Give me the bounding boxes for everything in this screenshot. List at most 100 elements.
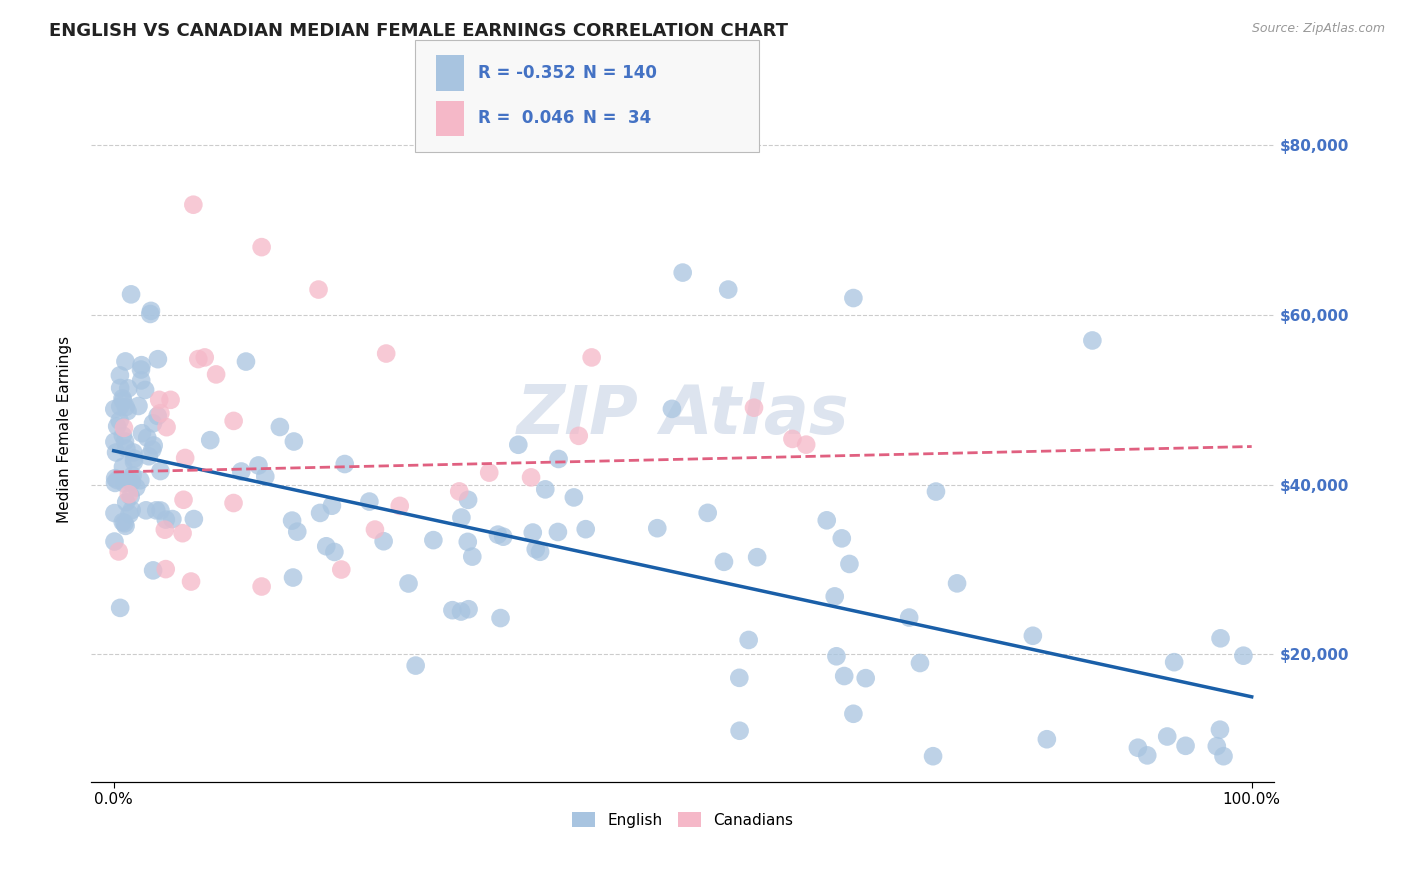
Point: [508, 438, 530, 452]
Legend: English, Canadians: English, Canadians: [567, 805, 799, 834]
Point: [111, 392, 134, 406]
Point: [562, 491, 585, 505]
Point: [713, 555, 735, 569]
Point: [200, 433, 222, 447]
Point: [134, 383, 156, 397]
Point: [122, 451, 145, 466]
Point: [323, 545, 346, 559]
Point: [129, 373, 152, 387]
Point: [125, 480, 148, 494]
Point: [281, 514, 304, 528]
Point: [107, 544, 129, 558]
Point: [153, 523, 176, 537]
Point: [832, 669, 855, 683]
Point: [581, 351, 603, 365]
Point: [155, 562, 177, 576]
Point: [247, 458, 270, 473]
Point: [1212, 749, 1234, 764]
Point: [108, 368, 131, 383]
Point: [108, 381, 131, 395]
Point: [742, 401, 765, 415]
Point: [450, 510, 472, 524]
Point: [696, 506, 718, 520]
Point: [104, 475, 127, 490]
Point: [333, 457, 356, 471]
Point: [173, 492, 195, 507]
Point: [1156, 730, 1178, 744]
Point: [159, 392, 181, 407]
Point: [115, 442, 138, 456]
Point: [129, 362, 152, 376]
Point: [315, 539, 337, 553]
Point: [946, 576, 969, 591]
Point: [388, 499, 411, 513]
Point: [661, 401, 683, 416]
Point: [281, 570, 304, 584]
Point: [103, 434, 125, 449]
Point: [398, 576, 420, 591]
Point: [492, 530, 515, 544]
Point: [136, 431, 159, 445]
Point: [728, 723, 751, 738]
Point: [321, 499, 343, 513]
Point: [250, 580, 273, 594]
Point: [105, 445, 128, 459]
Point: [149, 503, 172, 517]
Point: [422, 533, 444, 548]
Point: [155, 512, 177, 526]
Point: [575, 522, 598, 536]
Point: [1209, 723, 1232, 737]
Y-axis label: Median Female Earnings: Median Female Earnings: [58, 336, 72, 523]
Point: [825, 649, 848, 664]
Point: [717, 283, 740, 297]
Point: [117, 381, 139, 395]
Point: [235, 354, 257, 368]
Point: [114, 516, 136, 531]
Point: [108, 414, 131, 428]
Point: [522, 525, 544, 540]
Point: [520, 470, 543, 484]
Point: [114, 354, 136, 368]
Point: [104, 471, 127, 485]
Point: [1174, 739, 1197, 753]
Point: [114, 400, 136, 414]
Point: [187, 352, 209, 367]
Point: [441, 603, 464, 617]
Point: [103, 402, 125, 417]
Text: ENGLISH VS CANADIAN MEDIAN FEMALE EARNINGS CORRELATION CHART: ENGLISH VS CANADIAN MEDIAN FEMALE EARNIN…: [49, 22, 789, 40]
Point: [250, 240, 273, 254]
Point: [111, 515, 134, 529]
Point: [285, 524, 308, 539]
Point: [794, 437, 817, 451]
Point: [645, 521, 668, 535]
Point: [222, 496, 245, 510]
Point: [461, 549, 484, 564]
Point: [103, 506, 125, 520]
Point: [450, 605, 472, 619]
Point: [728, 671, 751, 685]
Point: [359, 494, 381, 508]
Point: [139, 304, 162, 318]
Point: [131, 426, 153, 441]
Point: [172, 526, 194, 541]
Point: [139, 307, 162, 321]
Point: [180, 574, 202, 589]
Point: [131, 358, 153, 372]
Text: ZIP Atlas: ZIP Atlas: [516, 383, 849, 449]
Point: [115, 495, 138, 509]
Point: [112, 393, 135, 408]
Point: [155, 420, 177, 434]
Point: [908, 656, 931, 670]
Point: [375, 346, 398, 360]
Point: [364, 523, 387, 537]
Point: [898, 610, 921, 624]
Point: [121, 503, 143, 517]
Point: [103, 534, 125, 549]
Point: [815, 513, 838, 527]
Point: [135, 503, 157, 517]
Point: [529, 545, 551, 559]
Point: [672, 266, 695, 280]
Point: [568, 429, 591, 443]
Point: [112, 421, 135, 435]
Text: N = 140: N = 140: [583, 64, 658, 82]
